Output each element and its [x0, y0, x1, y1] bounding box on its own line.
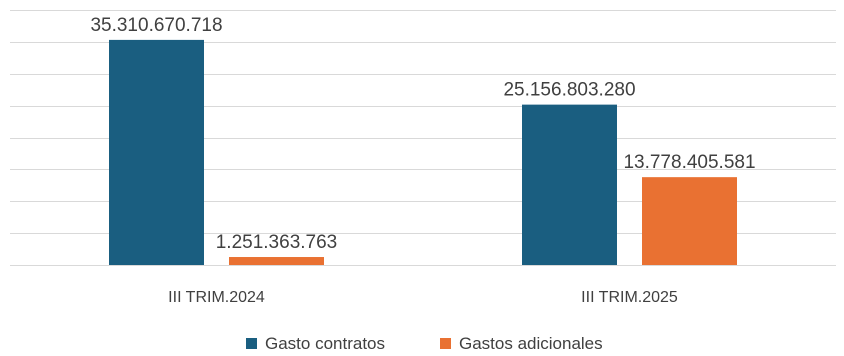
data-labels: 35.310.670.718 1.251.363.763 25.156.803.28…	[90, 15, 755, 253]
bar-gastos-adicionales-1	[642, 177, 737, 265]
data-label: 25.156.803.280	[503, 80, 635, 101]
legend: Gasto contratos Gastos adicionales	[246, 334, 603, 353]
data-label: 35.310.670.718	[90, 15, 222, 36]
category-label: III TRIM.2025	[581, 289, 678, 306]
bars	[109, 39, 737, 266]
legend-label: Gasto contratos	[265, 334, 385, 353]
data-label: 13.778.405.581	[623, 152, 755, 173]
category-label: III TRIM.2024	[168, 289, 265, 306]
legend-label: Gastos adicionales	[459, 334, 603, 353]
legend-swatch	[440, 338, 451, 349]
legend-swatch	[246, 338, 257, 349]
bar-gastos-adicionales-0	[229, 257, 324, 265]
data-label: 1.251.363.763	[216, 232, 338, 253]
category-labels: III TRIM.2024 III TRIM.2025	[168, 289, 678, 306]
bar-gasto-contratos-0	[109, 39, 204, 266]
bar-gasto-contratos-1	[522, 104, 617, 265]
